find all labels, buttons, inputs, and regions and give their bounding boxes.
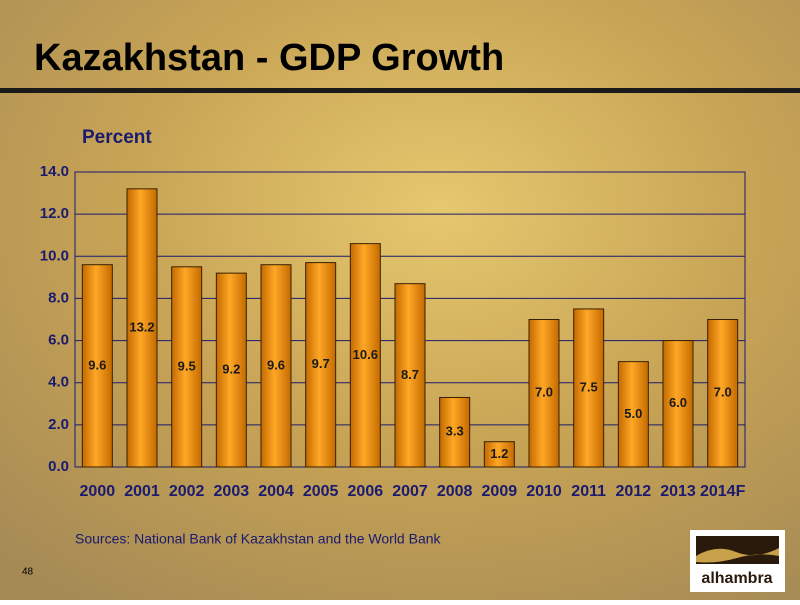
x-tick-label: 2006 [348,483,384,500]
value-label: 7.0 [714,385,732,400]
title-rule [0,88,800,93]
bar [528,319,560,468]
slide-title: Kazakhstan - GDP Growth [34,37,504,79]
bar [662,340,694,468]
value-label: 6.0 [669,395,687,410]
value-label: 9.7 [312,356,330,371]
value-label: 9.2 [222,362,240,377]
value-label: 3.3 [446,424,464,439]
bar [573,308,605,468]
value-label: 1.2 [490,446,508,461]
x-tick-label: 2012 [616,483,652,500]
y-tick-label: 2.0 [48,416,69,433]
x-tick-label: 2000 [80,483,116,500]
value-label: 9.5 [178,358,196,373]
x-tick-label: 2008 [437,483,473,500]
bar [305,262,337,468]
bar [215,272,247,468]
page-number: 48 [22,567,34,578]
value-label: 9.6 [88,357,106,372]
logo: alhambra [690,530,785,592]
bar [81,264,113,468]
x-tick-label: 2004 [258,483,294,500]
y-tick-label: 4.0 [48,374,69,391]
y-tick-label: 14.0 [40,163,69,180]
bar [617,361,649,468]
bar [707,319,739,468]
bar [394,283,426,468]
x-tick-label: 2011 [571,483,606,500]
x-tick-label: 2007 [392,483,428,500]
value-label: 7.0 [535,385,553,400]
x-tick-label: 2002 [169,483,205,500]
x-tick-label: 2003 [214,483,250,500]
bar [483,441,515,468]
bar [260,264,292,468]
x-tick-label: 2013 [660,483,696,500]
value-label: 10.6 [353,347,378,362]
y-tick-label: 10.0 [40,247,69,264]
source-note: Sources: National Bank of Kazakhstan and… [75,531,442,547]
y-tick-label: 8.0 [48,289,69,306]
x-tick-label: 2014F [700,483,746,500]
y-tick-label: 0.0 [48,458,69,475]
bar [126,188,158,468]
x-tick-label: 2005 [303,483,339,500]
x-tick-label: 2001 [124,483,160,500]
value-label: 9.6 [267,357,285,372]
y-tick-label: 12.0 [40,205,69,222]
bar [349,243,381,468]
value-label: 13.2 [129,319,154,334]
bar [439,396,471,468]
bar [171,266,203,468]
plot: 0.0 2.0 4.0 6.0 8.0 10.0 12.0 14.0 2000 9.6 2001 13… [40,163,746,500]
value-label: 5.0 [624,406,642,421]
y-tick-label: 6.0 [48,332,69,349]
x-tick-label: 2009 [482,483,518,500]
logo-text: alhambra [701,570,772,587]
value-label: 8.7 [401,367,419,382]
logo-wave [696,548,779,563]
x-tick-label: 2010 [526,483,562,500]
value-label: 7.5 [580,379,598,394]
y-axis-label: Percent [82,127,152,148]
